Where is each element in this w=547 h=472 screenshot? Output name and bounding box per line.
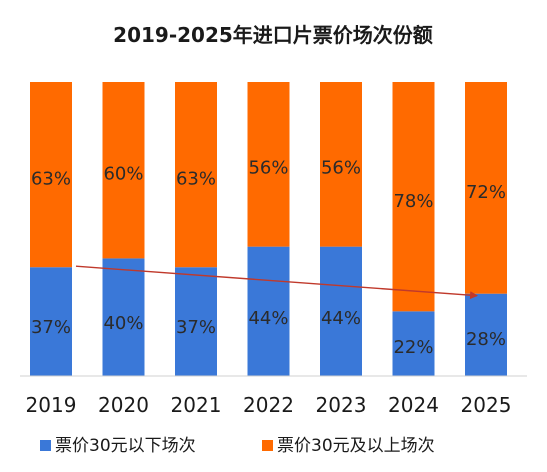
data-label-lower-2024: 22%	[393, 337, 433, 358]
legend: 票价30元以下场次 票价30元及以上场次	[40, 436, 435, 456]
data-label-upper-2025: 72%	[466, 182, 506, 203]
data-label-lower-2020: 40%	[103, 313, 143, 334]
data-label-lower-2019: 37%	[31, 317, 71, 338]
data-label-upper-2024: 78%	[393, 191, 433, 212]
legend-label-lower: 票价30元以下场次	[55, 436, 196, 456]
x-tick-2019: 2019	[26, 393, 77, 417]
bar-lower-2019	[30, 267, 72, 376]
bar-upper-2025	[465, 82, 507, 294]
data-label-upper-2022: 56%	[248, 158, 288, 179]
data-label-upper-2019: 63%	[31, 168, 71, 189]
trend-arrow-line	[75, 265, 478, 300]
data-label-lower-2023: 44%	[321, 308, 361, 329]
bar-upper-2023	[320, 82, 362, 247]
x-tick-2022: 2022	[243, 393, 294, 417]
bar-upper-2024	[392, 82, 435, 312]
data-label-lower-2022: 44%	[248, 308, 288, 329]
legend-swatch-upper	[262, 440, 273, 451]
data-label-lower-2025: 28%	[466, 329, 506, 350]
data-label-upper-2021: 63%	[176, 168, 216, 189]
bar-upper-2021	[175, 82, 217, 268]
data-label-upper-2020: 60%	[103, 164, 143, 185]
bar-upper-2019	[30, 82, 72, 268]
bar-upper-2020	[102, 82, 145, 259]
x-tick-2024: 2024	[388, 393, 439, 417]
x-tick-2025: 2025	[461, 393, 512, 417]
bar-lower-2021	[175, 267, 217, 376]
chart-title: 2019-2025年进口片票价场次份额	[113, 23, 433, 47]
bar-lower-2025	[465, 293, 507, 376]
x-axis-ticks: 2019 2020 2021 2022 2023 2024 2025	[26, 393, 512, 417]
bar-lower-2024	[392, 311, 435, 376]
legend-label-upper: 票价30元及以上场次	[277, 436, 435, 456]
x-tick-2023: 2023	[316, 393, 367, 417]
data-label-lower-2021: 37%	[176, 317, 216, 338]
bar-upper-2022	[247, 82, 290, 247]
data-label-upper-2023: 56%	[321, 158, 361, 179]
x-tick-2021: 2021	[171, 393, 222, 417]
data-labels-group: 37% 63% 40% 60% 37% 63% 44% 56% 44% 56% 22% 78% 28% 7…	[31, 158, 506, 358]
bar-lower-2022	[247, 246, 290, 376]
trend-arrow	[75, 265, 478, 300]
bar-lower-2023	[320, 246, 362, 376]
bar-lower-2020	[102, 258, 145, 376]
legend-swatch-lower	[40, 440, 51, 451]
x-tick-2020: 2020	[98, 393, 149, 417]
bars-group	[30, 82, 507, 376]
